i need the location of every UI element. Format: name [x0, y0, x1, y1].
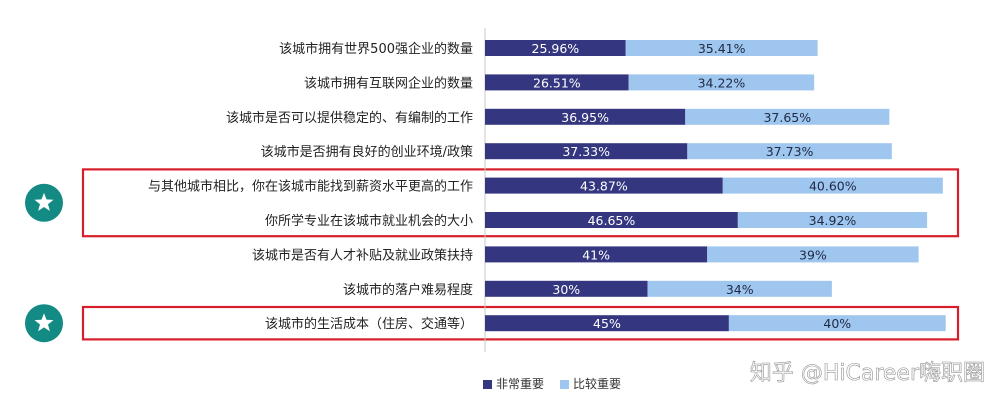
category-label: 与其他城市相比，你在该城市能找到薪资水平更高的工作 [148, 179, 473, 195]
legend-label-very-important: 非常重要 [496, 377, 544, 391]
bar-fairly-important [722, 177, 943, 194]
data-label-fairly-important: 39% [799, 247, 827, 262]
category-label: 该城市拥有互联网企业的数量 [304, 75, 473, 91]
bar-fairly-important [685, 108, 890, 125]
highlight-box [81, 305, 960, 341]
bar-fairly-important [728, 315, 946, 332]
data-label-fairly-important: 37.73% [766, 144, 814, 159]
category-label: 该城市是否拥有良好的创业环境/政策 [261, 144, 473, 160]
data-label-very-important: 25.96% [532, 41, 580, 56]
data-label-fairly-important: 34.22% [698, 75, 746, 90]
category-label: 该城市的落户难易程度 [343, 282, 473, 298]
category-label: 该城市的生活成本（住房、交通等） [265, 316, 473, 332]
data-label-very-important: 41% [582, 247, 610, 262]
category-label: 该城市是否可以提供稳定的、有编制的工作 [226, 110, 473, 126]
highlight-group [25, 168, 960, 343]
data-label-fairly-important: 37.65% [763, 110, 811, 125]
bar-very-important [485, 143, 688, 160]
data-label-fairly-important: 40% [823, 316, 851, 331]
bar-very-important [485, 246, 708, 263]
bar-very-important [485, 74, 629, 91]
category-label: 该城市拥有世界500强企业的数量 [279, 41, 473, 57]
bar-fairly-important [647, 280, 832, 297]
bar-fairly-important [687, 143, 892, 160]
star-icon [34, 313, 54, 332]
data-label-very-important: 36.95% [561, 110, 609, 125]
bar-very-important [485, 315, 729, 332]
data-label-very-important: 46.65% [588, 213, 636, 228]
data-label-very-important: 30% [552, 282, 580, 297]
bar-very-important [485, 108, 686, 125]
bar-very-important [485, 177, 723, 194]
bar-fairly-important [625, 40, 818, 56]
bar-very-important [485, 280, 648, 297]
legend-label-fairly-important: 比较重要 [573, 376, 621, 391]
watermark-text: 知乎 @HiCareer嗨职圈 [750, 361, 985, 386]
data-label-fairly-important: 34.92% [809, 213, 857, 228]
star-icon [34, 192, 54, 211]
bars: 25.96% 35.41% 26.51% 34.22% 36.95% 37.65% 37.3… [485, 40, 946, 332]
category-label: 你所学专业在该城市就业机会的大小 [265, 213, 473, 229]
legend-swatch-very-important [483, 380, 492, 389]
legend: 非常重要 比较重要 [483, 376, 621, 391]
star-badge [25, 183, 63, 222]
data-label-very-important: 45% [593, 316, 621, 331]
legend-swatch-fairly-important [560, 380, 569, 389]
highlight-box [81, 168, 960, 238]
bar-fairly-important [628, 74, 815, 91]
data-label-fairly-important: 40.60% [809, 179, 857, 194]
bar-fairly-important [737, 212, 928, 228]
bar-very-important [485, 212, 738, 228]
bar-fairly-important [707, 246, 919, 263]
data-label-very-important: 37.33% [562, 144, 610, 159]
data-label-very-important: 43.87% [580, 179, 628, 194]
data-label-fairly-important: 34% [726, 282, 754, 297]
data-label-very-important: 26.51% [533, 75, 581, 90]
bar-very-important [485, 40, 626, 56]
category-labels: 该城市拥有世界500强企业的数量该城市拥有互联网企业的数量该城市是否可以提供稳定… [148, 41, 473, 332]
star-badge [25, 304, 63, 343]
data-label-fairly-important: 35.41% [698, 41, 746, 56]
category-label: 该城市是否有人才补贴及就业政策扶持 [252, 247, 473, 263]
